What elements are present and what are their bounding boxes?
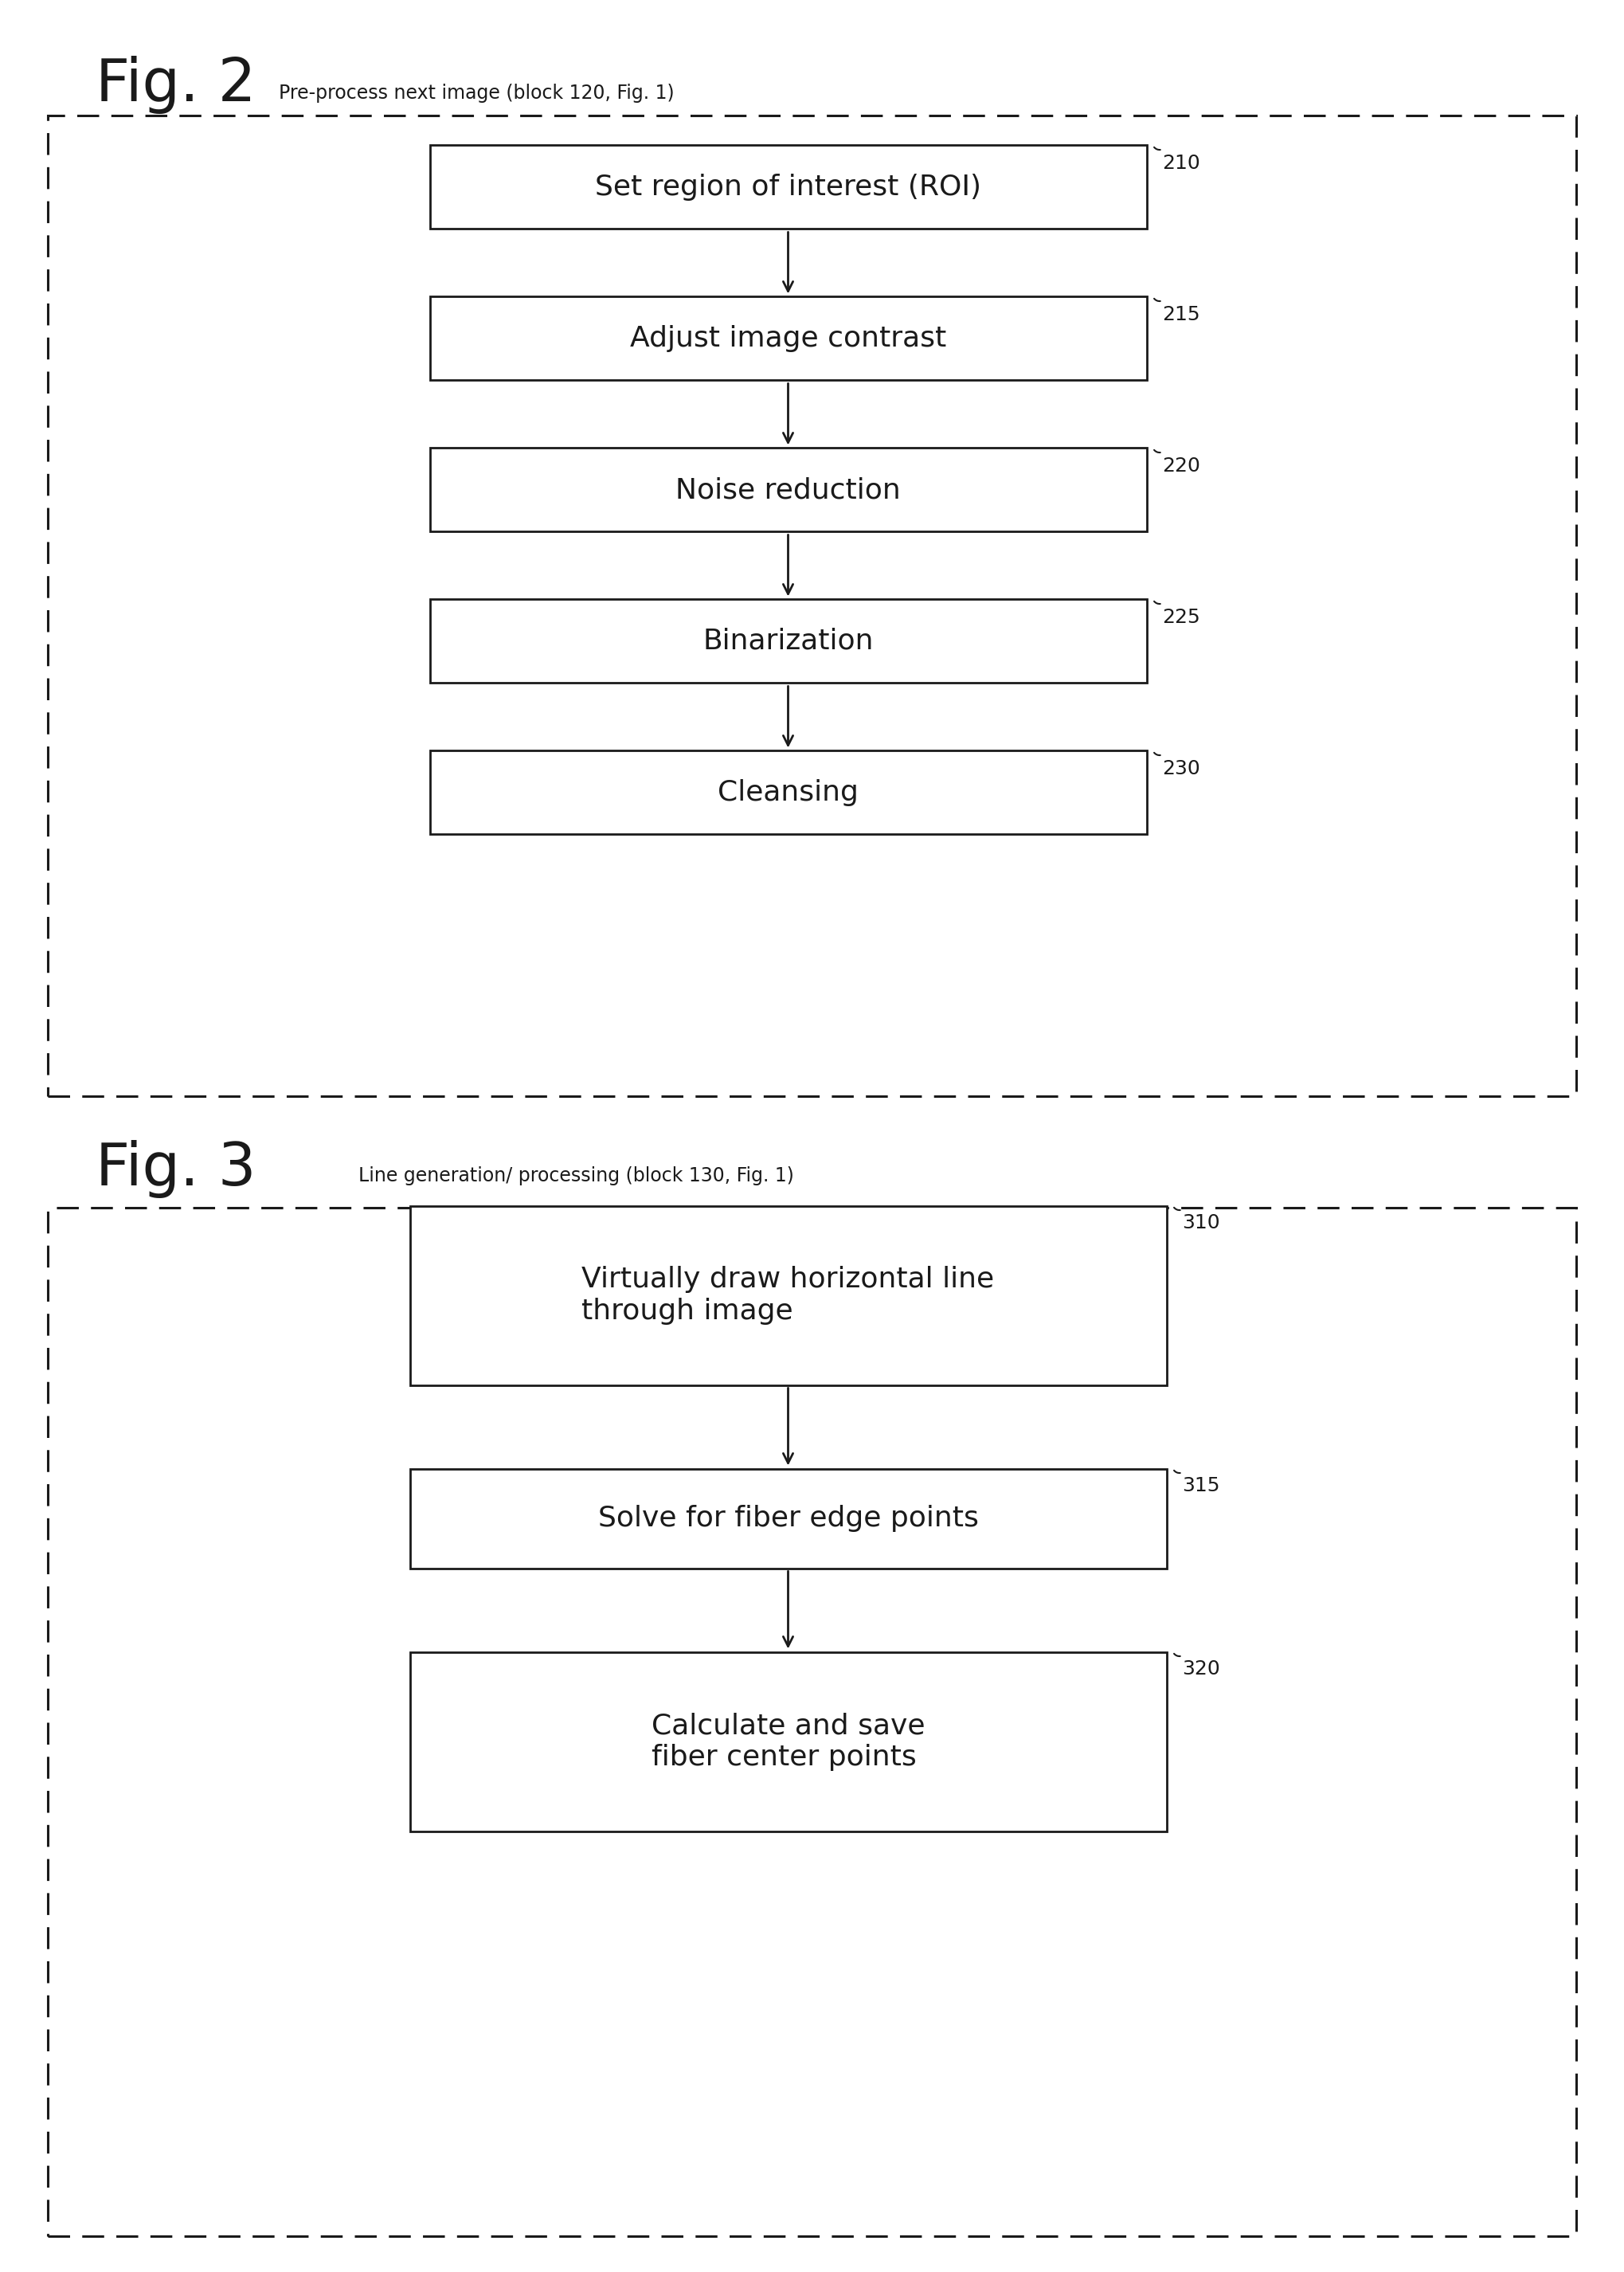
Text: Fig. 2: Fig. 2 [96, 57, 257, 114]
Text: 310: 310 [1182, 1213, 1220, 1234]
Bar [430, 298, 1147, 379]
Text: 225: 225 [1163, 607, 1200, 627]
Bar [409, 1468, 1166, 1568]
Text: Cleansing: Cleansing [718, 779, 859, 807]
Bar [430, 600, 1147, 684]
Bar [430, 145, 1147, 229]
Bar [430, 750, 1147, 834]
Bar [47, 1209, 1577, 2236]
Text: 320: 320 [1182, 1661, 1220, 1679]
Text: 220: 220 [1163, 457, 1200, 475]
Bar [409, 1652, 1166, 1831]
Text: 210: 210 [1163, 152, 1200, 173]
Text: Binarization: Binarization [703, 627, 874, 654]
Text: Adjust image contrast: Adjust image contrast [630, 325, 947, 352]
Bar [47, 116, 1577, 1095]
Text: Line generation/ processing (block 130, Fig. 1): Line generation/ processing (block 130, … [359, 1166, 794, 1186]
Text: Fig. 3: Fig. 3 [96, 1141, 257, 1197]
Text: 215: 215 [1163, 304, 1200, 325]
Bar [430, 448, 1147, 532]
Text: 315: 315 [1182, 1477, 1220, 1495]
Text: Noise reduction: Noise reduction [676, 477, 901, 504]
Bar [409, 1206, 1166, 1386]
Text: Virtually draw horizontal line
through image: Virtually draw horizontal line through i… [581, 1266, 994, 1325]
Text: Solve for fiber edge points: Solve for fiber edge points [598, 1504, 978, 1531]
Text: 230: 230 [1163, 759, 1200, 777]
Text: Pre-process next image (block 120, Fig. 1): Pre-process next image (block 120, Fig. … [279, 84, 674, 102]
Text: Set region of interest (ROI): Set region of interest (ROI) [594, 173, 981, 200]
Text: Calculate and save
fiber center points: Calculate and save fiber center points [651, 1713, 926, 1770]
